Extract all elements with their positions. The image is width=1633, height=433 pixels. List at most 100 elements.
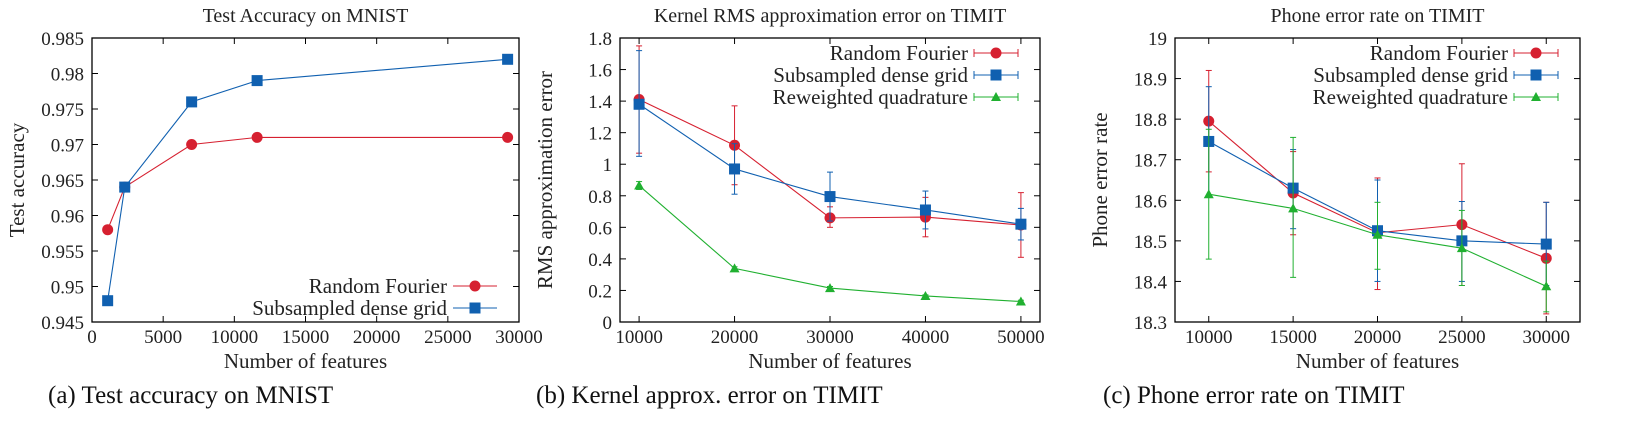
- x-tick-label: 10000: [615, 327, 663, 348]
- data-point: [502, 53, 514, 65]
- data-point: [1541, 281, 1552, 291]
- chart-title: Kernel RMS approximation error on TIMIT: [654, 5, 1006, 27]
- chart-title: Phone error rate on TIMIT: [1270, 5, 1484, 27]
- data-point: [119, 181, 131, 193]
- x-tick-label: 20000: [353, 327, 401, 348]
- y-tick-label: 18.7: [1134, 151, 1167, 172]
- series-reweighted-quadrature: [634, 180, 1026, 306]
- data-point: [824, 191, 836, 203]
- legend-marker: [990, 69, 1002, 81]
- plot-frame: [91, 37, 520, 323]
- data-point: [633, 98, 645, 110]
- y-tick-label: 0.965: [41, 171, 84, 192]
- data-point: [1015, 218, 1027, 230]
- x-tick-label: 15000: [1269, 327, 1317, 348]
- x-axis-label: Number of features: [224, 349, 387, 373]
- y-tick-label: 0.4: [588, 250, 612, 271]
- caption-a: (a) Test accuracy on MNIST: [48, 382, 334, 409]
- y-tick-label: 1.2: [588, 124, 612, 145]
- series-reweighted-quadrature: [1203, 128, 1552, 313]
- y-tick-label: 0.95: [51, 278, 84, 299]
- y-tick-label: 1: [603, 155, 613, 176]
- legend-marker: [469, 302, 481, 314]
- data-point: [1540, 238, 1552, 250]
- chart-title: Test Accuracy on MNIST: [203, 5, 409, 27]
- x-tick-label: 20000: [1354, 327, 1402, 348]
- caption-c: (c) Phone error rate on TIMIT: [1103, 382, 1405, 409]
- y-tick-label: 18.9: [1134, 70, 1167, 91]
- legend-label: Random Fourier: [830, 41, 968, 65]
- chart-1: Test Accuracy on MNIST Number of features…: [5, 5, 543, 373]
- legend-label: Reweighted quadrature: [1313, 85, 1508, 109]
- data-point: [729, 163, 741, 175]
- x-tick-label: 10000: [211, 327, 259, 348]
- legend-label: Reweighted quadrature: [773, 85, 968, 109]
- y-tick-label: 1.4: [588, 92, 612, 113]
- data-point: [1456, 243, 1467, 253]
- legend-label: Subsampled dense grid: [1313, 63, 1508, 87]
- x-axis-label: Number of features: [748, 349, 911, 373]
- y-tick-label: 0.6: [588, 218, 612, 239]
- x-tick-label: 50000: [997, 327, 1045, 348]
- x-tick-label: 25000: [1438, 327, 1486, 348]
- series-subsampled-dense-grid: [102, 53, 514, 307]
- y-axis-label: RMS approximation error: [533, 71, 557, 289]
- x-tick-label: 30000: [1523, 327, 1571, 348]
- y-tick-label: 0.97: [51, 136, 84, 157]
- legend-marker: [990, 47, 1002, 59]
- x-tick-label: 30000: [806, 327, 854, 348]
- x-tick-label: 25000: [424, 327, 472, 348]
- legend-marker: [1530, 69, 1542, 81]
- data-point: [251, 75, 263, 87]
- data-point: [1372, 229, 1383, 239]
- x-tick-label: 5000: [144, 327, 182, 348]
- x-tick-label: 10000: [1185, 327, 1233, 348]
- data-point: [102, 224, 114, 236]
- legend-marker: [991, 92, 1001, 101]
- series-subsampled-dense-grid: [633, 50, 1027, 241]
- series-line: [107, 136, 508, 230]
- x-tick-label: 20000: [711, 327, 759, 348]
- x-axis-label: Number of features: [1296, 349, 1459, 373]
- x-tick-label: 40000: [902, 327, 950, 348]
- data-point: [919, 204, 931, 216]
- legend-label: Subsampled dense grid: [252, 296, 447, 320]
- y-tick-label: 0.975: [41, 100, 84, 121]
- y-tick-label: 18.5: [1134, 232, 1167, 253]
- caption-b: (b) Kernel approx. error on TIMIT: [536, 382, 883, 409]
- x-tick-label: 30000: [495, 327, 543, 348]
- series-random-fourier: [102, 131, 514, 236]
- data-point: [825, 283, 835, 293]
- y-tick-label: 0: [603, 313, 613, 334]
- legend-marker: [1531, 92, 1541, 101]
- legend-marker: [1530, 47, 1542, 59]
- y-tick-label: 18.3: [1134, 313, 1167, 334]
- y-tick-label: 0.955: [41, 242, 84, 263]
- data-point: [1015, 296, 1026, 306]
- chart-3: Phone error rate on TIMIT Number of featu…: [1088, 5, 1581, 373]
- y-tick-label: 0.8: [588, 187, 612, 208]
- x-tick-label: 15000: [282, 327, 330, 348]
- y-tick-label: 0.945: [41, 313, 84, 334]
- y-tick-label: 0.2: [588, 281, 612, 302]
- data-point: [502, 131, 514, 143]
- y-tick-label: 19: [1148, 29, 1167, 50]
- data-point: [634, 180, 645, 190]
- y-tick-label: 0.96: [51, 207, 84, 228]
- data-point: [251, 131, 263, 143]
- legend-label: Random Fourier: [309, 274, 447, 298]
- legend-label: Subsampled dense grid: [773, 63, 968, 87]
- chart-2: Kernel RMS approximation error on TIMIT N…: [533, 5, 1045, 373]
- y-tick-label: 18.4: [1134, 272, 1168, 293]
- y-tick-label: 0.985: [41, 29, 84, 50]
- y-tick-label: 1.6: [588, 61, 612, 82]
- legend-marker: [469, 280, 481, 292]
- data-point: [186, 96, 198, 108]
- series-line: [107, 58, 508, 301]
- y-tick-label: 0.98: [51, 65, 84, 86]
- y-tick-label: 1.8: [588, 29, 612, 50]
- y-tick-label: 18.6: [1134, 191, 1167, 212]
- data-point: [186, 139, 198, 150]
- data-point: [1288, 203, 1299, 213]
